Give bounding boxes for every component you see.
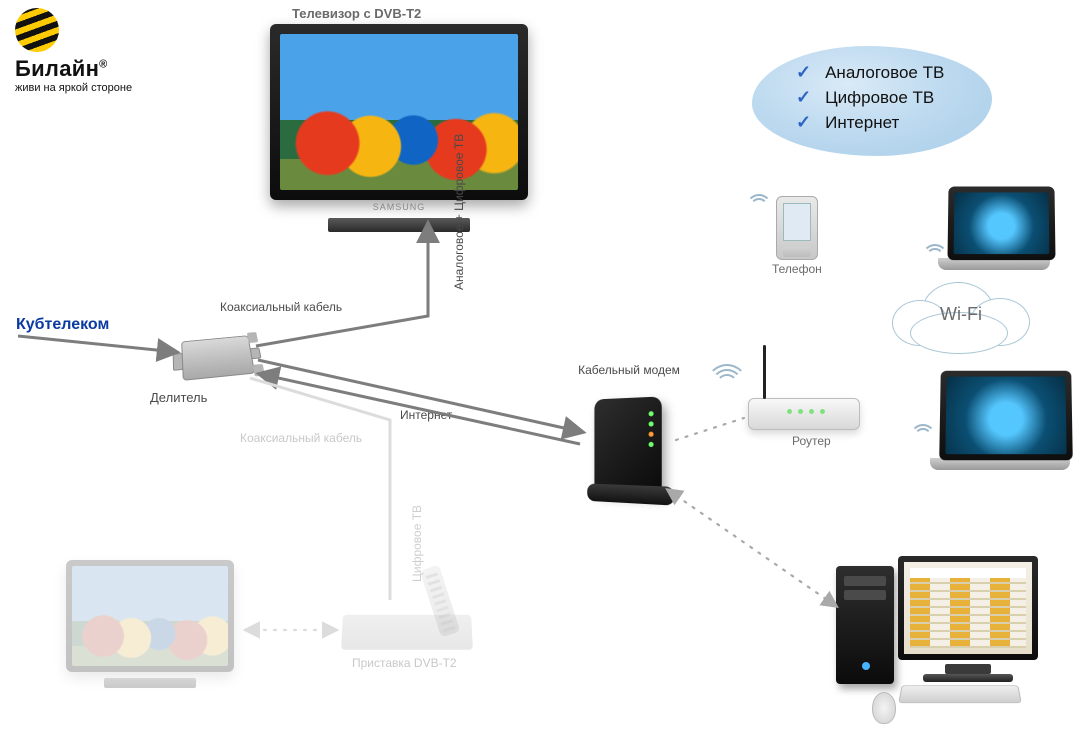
feature-text: Аналоговое ТВ — [825, 63, 944, 83]
brand-name: Билайн® — [15, 56, 185, 82]
tv-secondary — [66, 560, 234, 688]
feature-text: Интернет — [825, 113, 899, 133]
laptop-device — [948, 186, 1055, 270]
check-icon: ✓ — [796, 62, 811, 83]
bee-icon — [15, 8, 59, 52]
feature-item: ✓ Интернет — [796, 112, 944, 133]
coax-label: Коаксиальный кабель — [220, 300, 342, 314]
feature-text: Цифровое ТВ — [825, 88, 934, 108]
router-device — [748, 398, 860, 430]
diagram-canvas: Билайн® живи на яркой стороне ✓ Аналогово… — [0, 0, 1089, 741]
phone-device — [776, 196, 818, 260]
internet-edge-label: Интернет — [400, 408, 452, 422]
brand-logo: Билайн® живи на яркой стороне — [15, 8, 185, 94]
stb-label: Приставка DVB-T2 — [352, 656, 457, 670]
feature-item: ✓ Цифровое ТВ — [796, 87, 944, 108]
modem-label: Кабельный модем — [574, 364, 684, 378]
feature-list: ✓ Аналоговое ТВ ✓ Цифровое ТВ ✓ Интернет — [796, 58, 944, 137]
splitter-label: Делитель — [150, 390, 207, 405]
feature-item: ✓ Аналоговое ТВ — [796, 62, 944, 83]
splitter-device — [181, 335, 255, 381]
coax-label-faded: Коаксиальный кабель — [240, 431, 362, 445]
wifi-cloud-label: Wi-Fi — [886, 304, 1036, 325]
provider-label: Кубтелеком — [16, 316, 109, 334]
brand-name-text: Билайн — [15, 56, 99, 81]
laptop-device — [940, 370, 1072, 470]
desktop-pc — [836, 556, 1046, 716]
tv-title: Телевизор с DVB-T2 — [292, 6, 421, 21]
brand-reg: ® — [99, 59, 107, 71]
check-icon: ✓ — [796, 87, 811, 108]
brand-slogan: живи на яркой стороне — [15, 82, 185, 94]
wifi-cloud: Wi-Fi — [886, 276, 1036, 356]
cable-modem — [594, 396, 661, 494]
router-label: Роутер — [792, 434, 831, 448]
phone-label: Телефон — [772, 262, 822, 276]
tv-dvbt2: SAMSUNG — [270, 24, 528, 232]
analog-digital-label: Аналоговое + Цифровое ТВ — [452, 134, 466, 290]
check-icon: ✓ — [796, 112, 811, 133]
